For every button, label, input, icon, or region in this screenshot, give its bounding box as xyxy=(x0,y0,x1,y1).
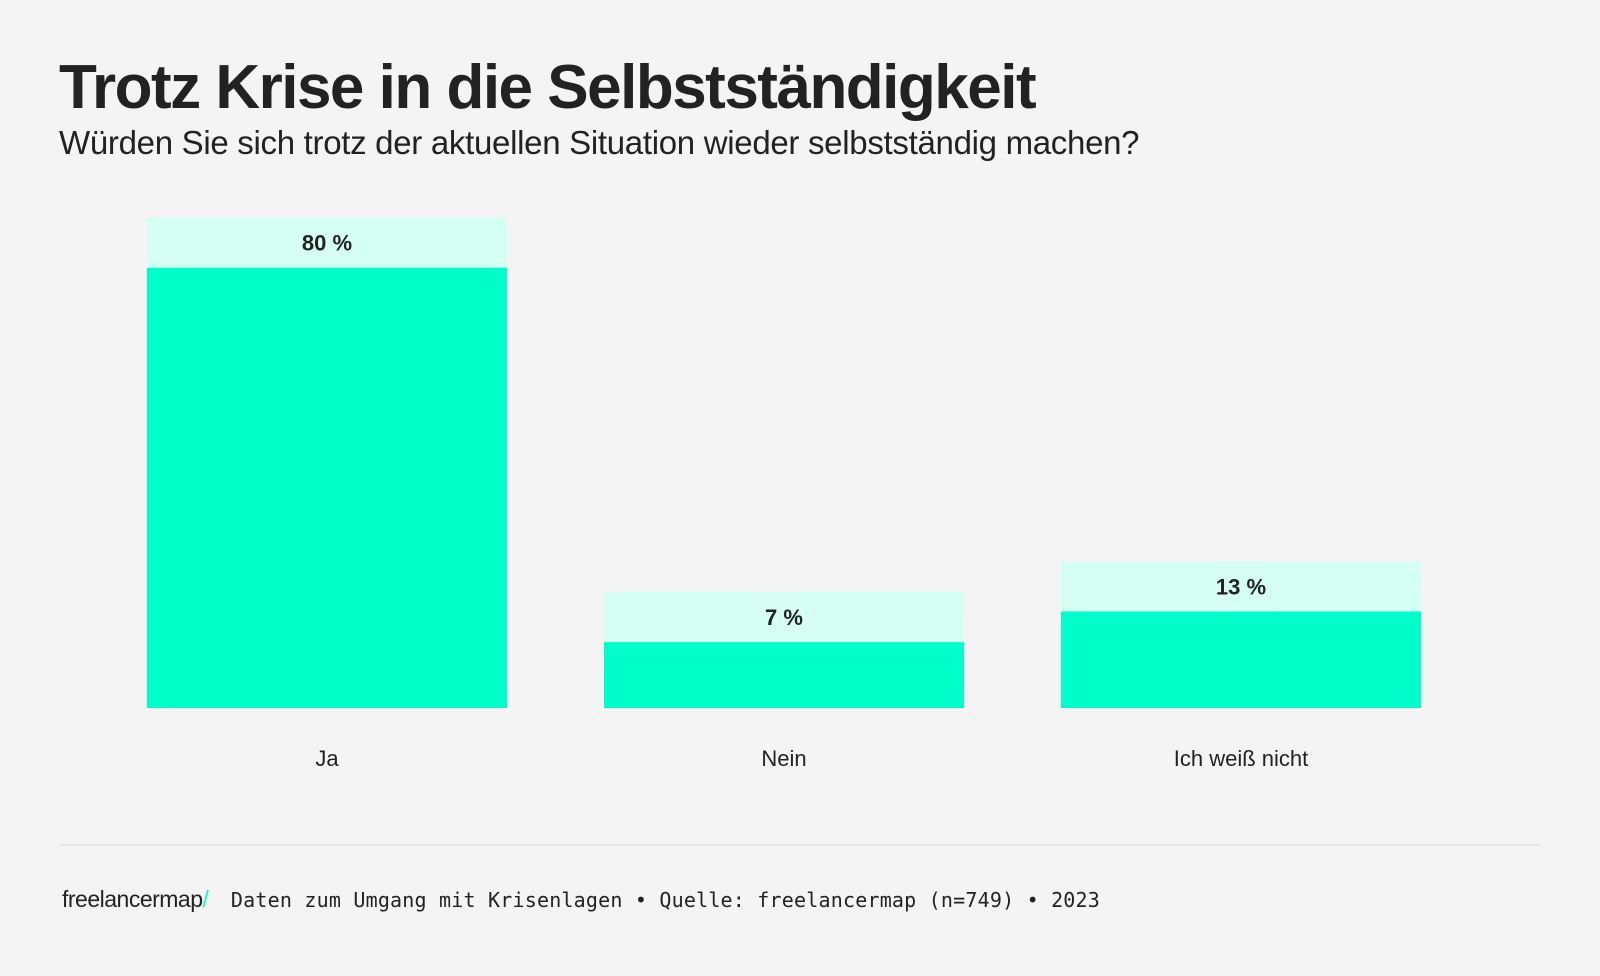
value-label-box-2 xyxy=(1061,561,1421,612)
category-label-1: Nein xyxy=(761,746,806,771)
source-note: Daten zum Umgang mit Krisenlagen • Quell… xyxy=(230,887,1101,912)
data-label-2: 13 % xyxy=(1216,574,1266,599)
value-label-box-1 xyxy=(604,592,964,643)
chart-title: Trotz Krise in die Selbstständigkeit xyxy=(59,53,1037,122)
chart-subtitle: Würden Sie sich trotz der aktuellen Situ… xyxy=(59,124,1140,161)
bar-2 xyxy=(1061,611,1421,708)
category-label-0: Ja xyxy=(315,746,339,771)
category-label-2: Ich weiß nicht xyxy=(1174,746,1309,771)
bar-1 xyxy=(604,642,964,708)
freelancermap-logo: freelancermap xyxy=(62,886,203,912)
bar-chart: 80 % Ja 7 % Nein 13 % Ich weiß nicht xyxy=(147,217,1421,771)
value-label-box-0 xyxy=(147,217,507,268)
footer-divider xyxy=(59,844,1541,846)
logo-slash-icon: / xyxy=(202,886,209,912)
bar-0 xyxy=(147,267,507,708)
data-label-0: 80 % xyxy=(302,231,352,256)
footer: freelancermap / Daten zum Umgang mit Kri… xyxy=(62,886,1100,913)
data-label-1: 7 % xyxy=(765,605,803,630)
